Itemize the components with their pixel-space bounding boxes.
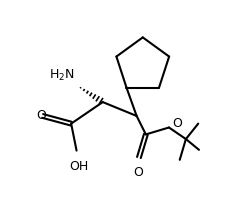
Text: O: O — [171, 117, 181, 130]
Text: H$_2$N: H$_2$N — [49, 68, 75, 83]
Text: O: O — [36, 110, 46, 122]
Text: OH: OH — [69, 160, 88, 173]
Text: O: O — [133, 166, 142, 179]
